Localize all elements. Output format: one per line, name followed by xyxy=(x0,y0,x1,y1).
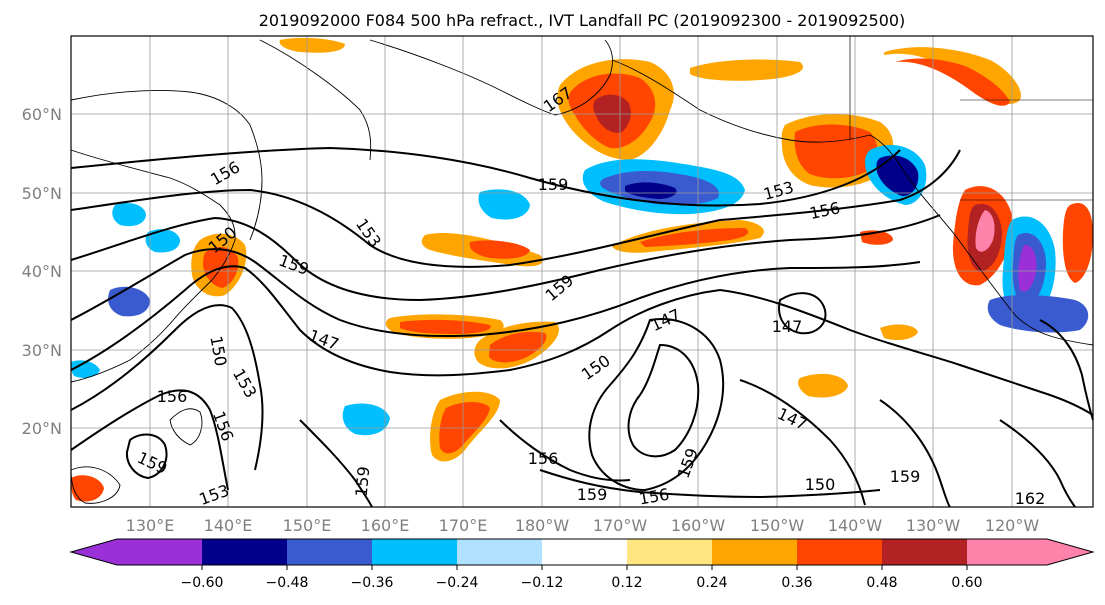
shade-positive-155w-25n xyxy=(798,373,848,398)
colorbar-outline xyxy=(69,538,1095,566)
shade-positive-eastedge xyxy=(1062,203,1093,283)
lon-label-130w: 130°W xyxy=(906,516,961,535)
lat-label-40n: 40°N xyxy=(22,262,62,281)
lon-label-160w: 160°W xyxy=(671,516,726,535)
colorbar-bin-1 xyxy=(117,539,202,565)
colorbar-label-5: −0.12 xyxy=(521,575,564,591)
colorbar-label-10: 0.60 xyxy=(951,575,982,591)
colorbar-label-4: −0.24 xyxy=(436,575,479,591)
contour-label-3: 159 xyxy=(538,175,569,194)
colorbar-bin-3 xyxy=(287,539,372,565)
shade-negative-se xyxy=(987,295,1089,333)
lat-label-60n: 60°N xyxy=(22,105,62,124)
shade-positive-165e-40n xyxy=(469,240,530,259)
lon-label-150w: 150°W xyxy=(750,516,805,535)
colorbar-extend-low xyxy=(71,539,117,565)
height-contours xyxy=(70,146,1094,508)
lon-label-130e: 130°E xyxy=(126,516,175,535)
lat-label-20n: 20°N xyxy=(22,419,62,438)
shade-negative-west2 xyxy=(145,229,180,253)
shade-negative-npac-max xyxy=(625,182,677,199)
contour-label-15: 156 xyxy=(157,387,188,406)
shade-positive-nw-core xyxy=(895,58,1010,106)
lat-label-30n: 30°N xyxy=(22,341,62,360)
colorbar-bin-6 xyxy=(542,539,627,565)
contour-label-20: 156 xyxy=(528,449,559,468)
lon-label-170w: 170°W xyxy=(593,516,648,535)
colorbar-label-1: −0.60 xyxy=(181,575,224,591)
colorbar-bin-5 xyxy=(457,539,542,565)
lon-label-120w: 120°W xyxy=(985,516,1040,535)
colorbar-label-7: 0.24 xyxy=(696,575,727,591)
shade-positive-midpac-core xyxy=(400,319,491,334)
gridlines xyxy=(71,36,1093,507)
colorbar-label-3: −0.36 xyxy=(351,575,394,591)
colorbar-label-6: 0.12 xyxy=(611,575,642,591)
contour-label-21: 159 xyxy=(577,485,608,504)
shading-layer xyxy=(71,37,1093,502)
contour-label-26: 162 xyxy=(1015,489,1046,508)
colorbar-bin-10 xyxy=(882,539,967,565)
latitude-labels: 60°N 50°N 40°N 30°N 20°N xyxy=(22,105,62,438)
colorbar-label-9: 0.48 xyxy=(866,575,897,591)
shade-negative-170w-20n xyxy=(342,403,390,436)
contour-label-28: 159 xyxy=(352,465,374,497)
contour-label-24: 150 xyxy=(805,475,836,494)
lat-label-50n: 50°N xyxy=(22,184,62,203)
shade-positive-nz xyxy=(880,324,918,340)
colorbar-bin-7 xyxy=(627,539,712,565)
colorbar-bin-8 xyxy=(712,539,797,565)
figure-title: 2019092000 F084 500 hPa refract., IVT La… xyxy=(259,11,906,30)
lon-label-140e: 140°E xyxy=(204,516,253,535)
colorbar-extend-high xyxy=(1047,539,1093,565)
colorbar-bin-2 xyxy=(202,539,287,565)
colorbar-bin-4 xyxy=(372,539,457,565)
colorbar-ticks xyxy=(201,565,968,570)
colorbar-label-8: 0.36 xyxy=(781,575,812,591)
shade-positive-180-mid xyxy=(279,37,345,53)
longitude-labels: 130°E 140°E 150°E 160°E 170°E 180°W 170°… xyxy=(126,516,1040,535)
lon-label-180w: 180°W xyxy=(515,516,570,535)
shade-negative-nw-core xyxy=(876,155,919,197)
map-frame xyxy=(70,35,1094,508)
shade-positive-band-40n-core xyxy=(640,228,749,247)
colorbar-bin-11 xyxy=(967,539,1047,565)
lon-label-170e: 170°E xyxy=(439,516,488,535)
shade-positive-bottomleft xyxy=(71,475,104,502)
shade-negative-north-pac2 xyxy=(478,189,530,220)
shade-positive-goa-core xyxy=(794,124,878,179)
shade-negative-west xyxy=(112,203,146,227)
shade-negative-bottomleft xyxy=(71,360,100,378)
shade-positive-westcoast-max xyxy=(975,210,995,252)
contour-label-13: 147 xyxy=(772,317,803,336)
lon-label-160e: 160°E xyxy=(361,516,410,535)
lon-label-150e: 150°E xyxy=(283,516,332,535)
map-panel: 167 156 159 153 156 150 159 153 159 147 … xyxy=(70,35,1094,509)
lon-label-140w: 140°W xyxy=(828,516,883,535)
shade-positive-midpac2-core xyxy=(489,331,547,363)
colorbar-label-2: −0.48 xyxy=(266,575,309,591)
colorbar-bin-9 xyxy=(797,539,882,565)
colorbar-tick-labels: −0.60 −0.48 −0.36 −0.24 −0.12 0.12 0.24 … xyxy=(181,575,983,591)
shade-positive-alaska-north xyxy=(690,59,804,81)
colorbar: −0.60 −0.48 −0.36 −0.24 −0.12 0.12 0.24 … xyxy=(69,538,1095,591)
shade-negative-westcoast-max xyxy=(1018,244,1037,292)
contour-label-25: 159 xyxy=(890,467,921,486)
